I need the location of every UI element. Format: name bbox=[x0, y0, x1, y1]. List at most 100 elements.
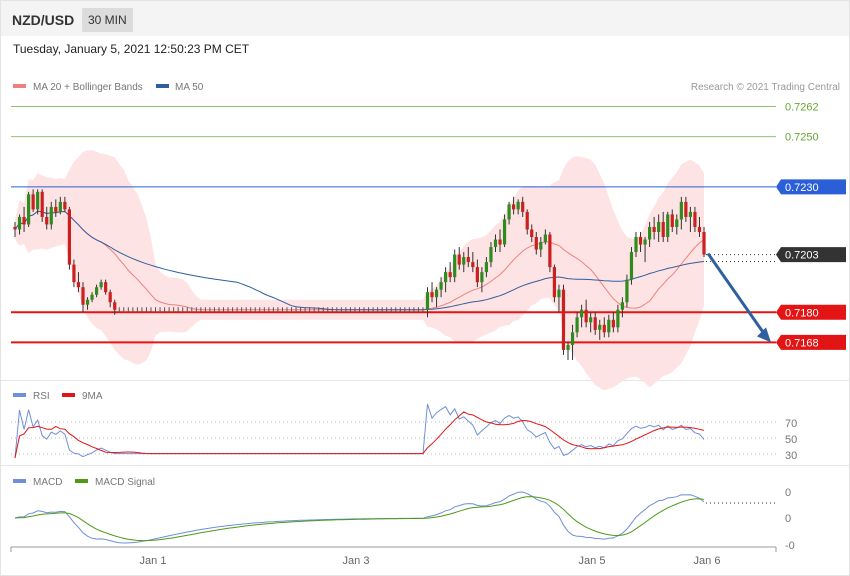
rsi-level-50: 50 bbox=[785, 434, 797, 446]
candle-body bbox=[54, 206, 58, 212]
candle-body bbox=[675, 219, 679, 227]
candle-body bbox=[684, 201, 688, 217]
currency-pair: NZD/USD bbox=[12, 12, 75, 28]
candle-body bbox=[598, 324, 602, 330]
candle-body bbox=[58, 201, 62, 212]
forecast-arrow-shaft bbox=[706, 252, 768, 338]
candle-body bbox=[67, 209, 71, 265]
macd-legend-label: MACD bbox=[33, 477, 62, 488]
candle-body bbox=[31, 194, 35, 210]
candle-body bbox=[457, 254, 461, 265]
candle-body bbox=[539, 242, 543, 250]
candle-body bbox=[453, 254, 457, 278]
bollinger-bands bbox=[15, 150, 704, 391]
candle-body bbox=[629, 252, 634, 280]
candle-body bbox=[81, 287, 85, 305]
macd-panel bbox=[14, 491, 776, 544]
top-bar: NZD/USD 30 MIN bbox=[1, 1, 849, 36]
price-level-lines bbox=[11, 106, 776, 344]
candle-body bbox=[444, 272, 448, 283]
candle-body bbox=[22, 216, 26, 225]
macd-signal-line bbox=[14, 496, 705, 542]
candle-body bbox=[575, 317, 579, 333]
candle-body bbox=[498, 239, 502, 245]
rsi-legend-swatch bbox=[13, 393, 26, 397]
x-tick-label: Jan 6 bbox=[694, 555, 721, 567]
macd-signal-legend-swatch bbox=[75, 479, 88, 483]
candle-body bbox=[516, 201, 520, 210]
macd-level-top: 0 bbox=[785, 487, 791, 499]
timestamp: Tuesday, January 5, 2021 12:50:23 PM CET bbox=[13, 42, 250, 56]
forecast-arrow bbox=[706, 252, 771, 343]
candle-body bbox=[113, 302, 117, 310]
candle-body bbox=[108, 292, 112, 303]
candle-body bbox=[507, 204, 511, 220]
candle-body bbox=[666, 214, 670, 237]
candle-body bbox=[36, 191, 40, 210]
support-price-tag bbox=[776, 334, 846, 350]
target-price-label: 0.7262 bbox=[785, 102, 819, 114]
ma50-legend-swatch bbox=[156, 84, 169, 88]
candle-body bbox=[26, 194, 31, 225]
candle-body bbox=[49, 206, 53, 225]
candle-body bbox=[466, 257, 470, 263]
candle-body bbox=[693, 211, 697, 227]
resistance-price-tag bbox=[776, 179, 846, 195]
macd-level-bottom: -0 bbox=[785, 540, 795, 552]
candle-body bbox=[602, 324, 606, 333]
x-tick-label: Jan 5 bbox=[579, 555, 606, 567]
rsi-ma-line bbox=[14, 411, 705, 459]
ma50-legend-label: MA 50 bbox=[175, 82, 204, 93]
candle-body bbox=[688, 211, 693, 217]
candle-body bbox=[40, 191, 44, 217]
timeframe-badge[interactable]: 30 MIN bbox=[82, 8, 133, 32]
x-tick-label: Jan 3 bbox=[343, 555, 370, 567]
copyright-text: Research © 2021 Trading Central bbox=[691, 82, 840, 93]
resistance-price-label: 0.7230 bbox=[785, 182, 819, 194]
candle-body bbox=[493, 239, 498, 248]
candle-body bbox=[557, 289, 561, 298]
target-price-label: 0.7250 bbox=[785, 132, 819, 144]
support-price-tag bbox=[776, 304, 846, 320]
candle-body bbox=[552, 267, 557, 298]
rsi-ma-legend-swatch bbox=[62, 393, 75, 397]
ma20-legend-label: MA 20 + Bollinger Bands bbox=[33, 82, 143, 93]
candle-body bbox=[525, 211, 529, 230]
candle-body bbox=[45, 216, 49, 225]
candle-body bbox=[679, 201, 683, 220]
candle-body bbox=[625, 279, 629, 303]
candle-body bbox=[480, 272, 484, 283]
candle-body bbox=[489, 247, 493, 263]
candle-body bbox=[611, 319, 615, 328]
candle-body bbox=[661, 221, 665, 237]
candle-body bbox=[634, 237, 638, 253]
candle-body bbox=[94, 287, 99, 295]
candle-body bbox=[430, 292, 434, 298]
candle-body bbox=[521, 201, 525, 212]
candle-body bbox=[471, 262, 475, 268]
candle-body bbox=[90, 294, 94, 300]
candle-body bbox=[425, 292, 430, 310]
rsi-line bbox=[14, 403, 705, 459]
macd-legend-swatch bbox=[13, 479, 26, 483]
candle-body bbox=[566, 344, 570, 350]
current-price-tag bbox=[776, 247, 846, 263]
candle-body bbox=[448, 272, 452, 278]
rsi-level-30: 30 bbox=[785, 450, 797, 462]
current-price-label: 0.7203 bbox=[785, 250, 819, 262]
candle-body bbox=[652, 226, 656, 232]
price-tags: 0.7262 0.7250 0.7230 0.7203 0.7180 0.7168 bbox=[776, 102, 846, 350]
candle-body bbox=[702, 231, 706, 255]
candle-body bbox=[13, 226, 17, 230]
candle-body bbox=[648, 226, 652, 240]
rsi-legend-label: RSI bbox=[33, 391, 50, 402]
candle-body bbox=[502, 219, 507, 245]
candle-body bbox=[104, 282, 108, 293]
forecast-arrow-head bbox=[757, 327, 771, 343]
candle-body bbox=[434, 289, 439, 298]
candle-body bbox=[670, 214, 674, 227]
candle-body bbox=[638, 237, 643, 245]
rsi-panel bbox=[11, 403, 776, 459]
candle-body bbox=[548, 234, 552, 268]
candle-body bbox=[475, 267, 479, 283]
